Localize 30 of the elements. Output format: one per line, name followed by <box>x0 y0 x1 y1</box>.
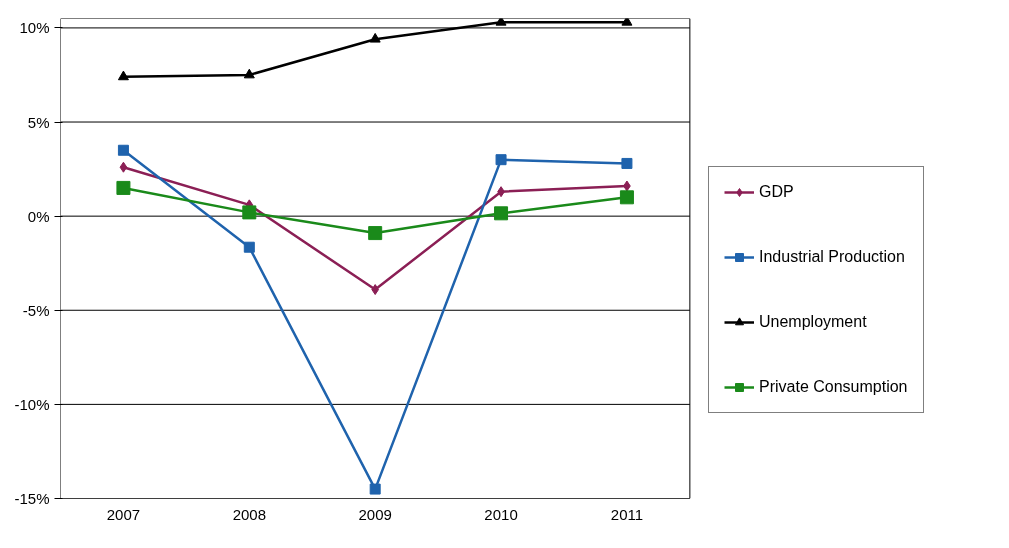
point <box>119 161 128 173</box>
point <box>369 32 381 43</box>
y-tick-label: 10% <box>19 19 50 37</box>
point <box>242 205 257 220</box>
point <box>116 180 131 195</box>
legend-label: Unemployment <box>759 313 867 331</box>
y-tick-label: -5% <box>22 301 50 319</box>
x-tick-label: 2009 <box>358 505 392 523</box>
legend-label: Industrial Production <box>759 248 905 266</box>
point <box>117 144 129 156</box>
y-tick-label: 5% <box>27 113 50 131</box>
y-tick-label: 0% <box>27 207 50 225</box>
point <box>619 190 634 205</box>
point <box>117 70 129 81</box>
point <box>621 157 633 169</box>
point <box>243 68 255 79</box>
point <box>371 284 380 296</box>
point <box>494 206 509 221</box>
y-tick-label: -15% <box>14 490 50 507</box>
x-tick-label: 2011 <box>610 505 644 523</box>
point <box>368 226 383 241</box>
legend-label: Private Consumption <box>759 378 908 396</box>
x-tick-label: 2010 <box>484 505 518 523</box>
x-tick-label: 2007 <box>106 505 141 523</box>
y-tick-label: -10% <box>14 395 50 413</box>
legend-label: GDP <box>759 183 794 201</box>
point <box>369 483 381 495</box>
point <box>243 241 255 253</box>
point <box>495 154 507 166</box>
x-tick-label: 2008 <box>232 505 266 523</box>
